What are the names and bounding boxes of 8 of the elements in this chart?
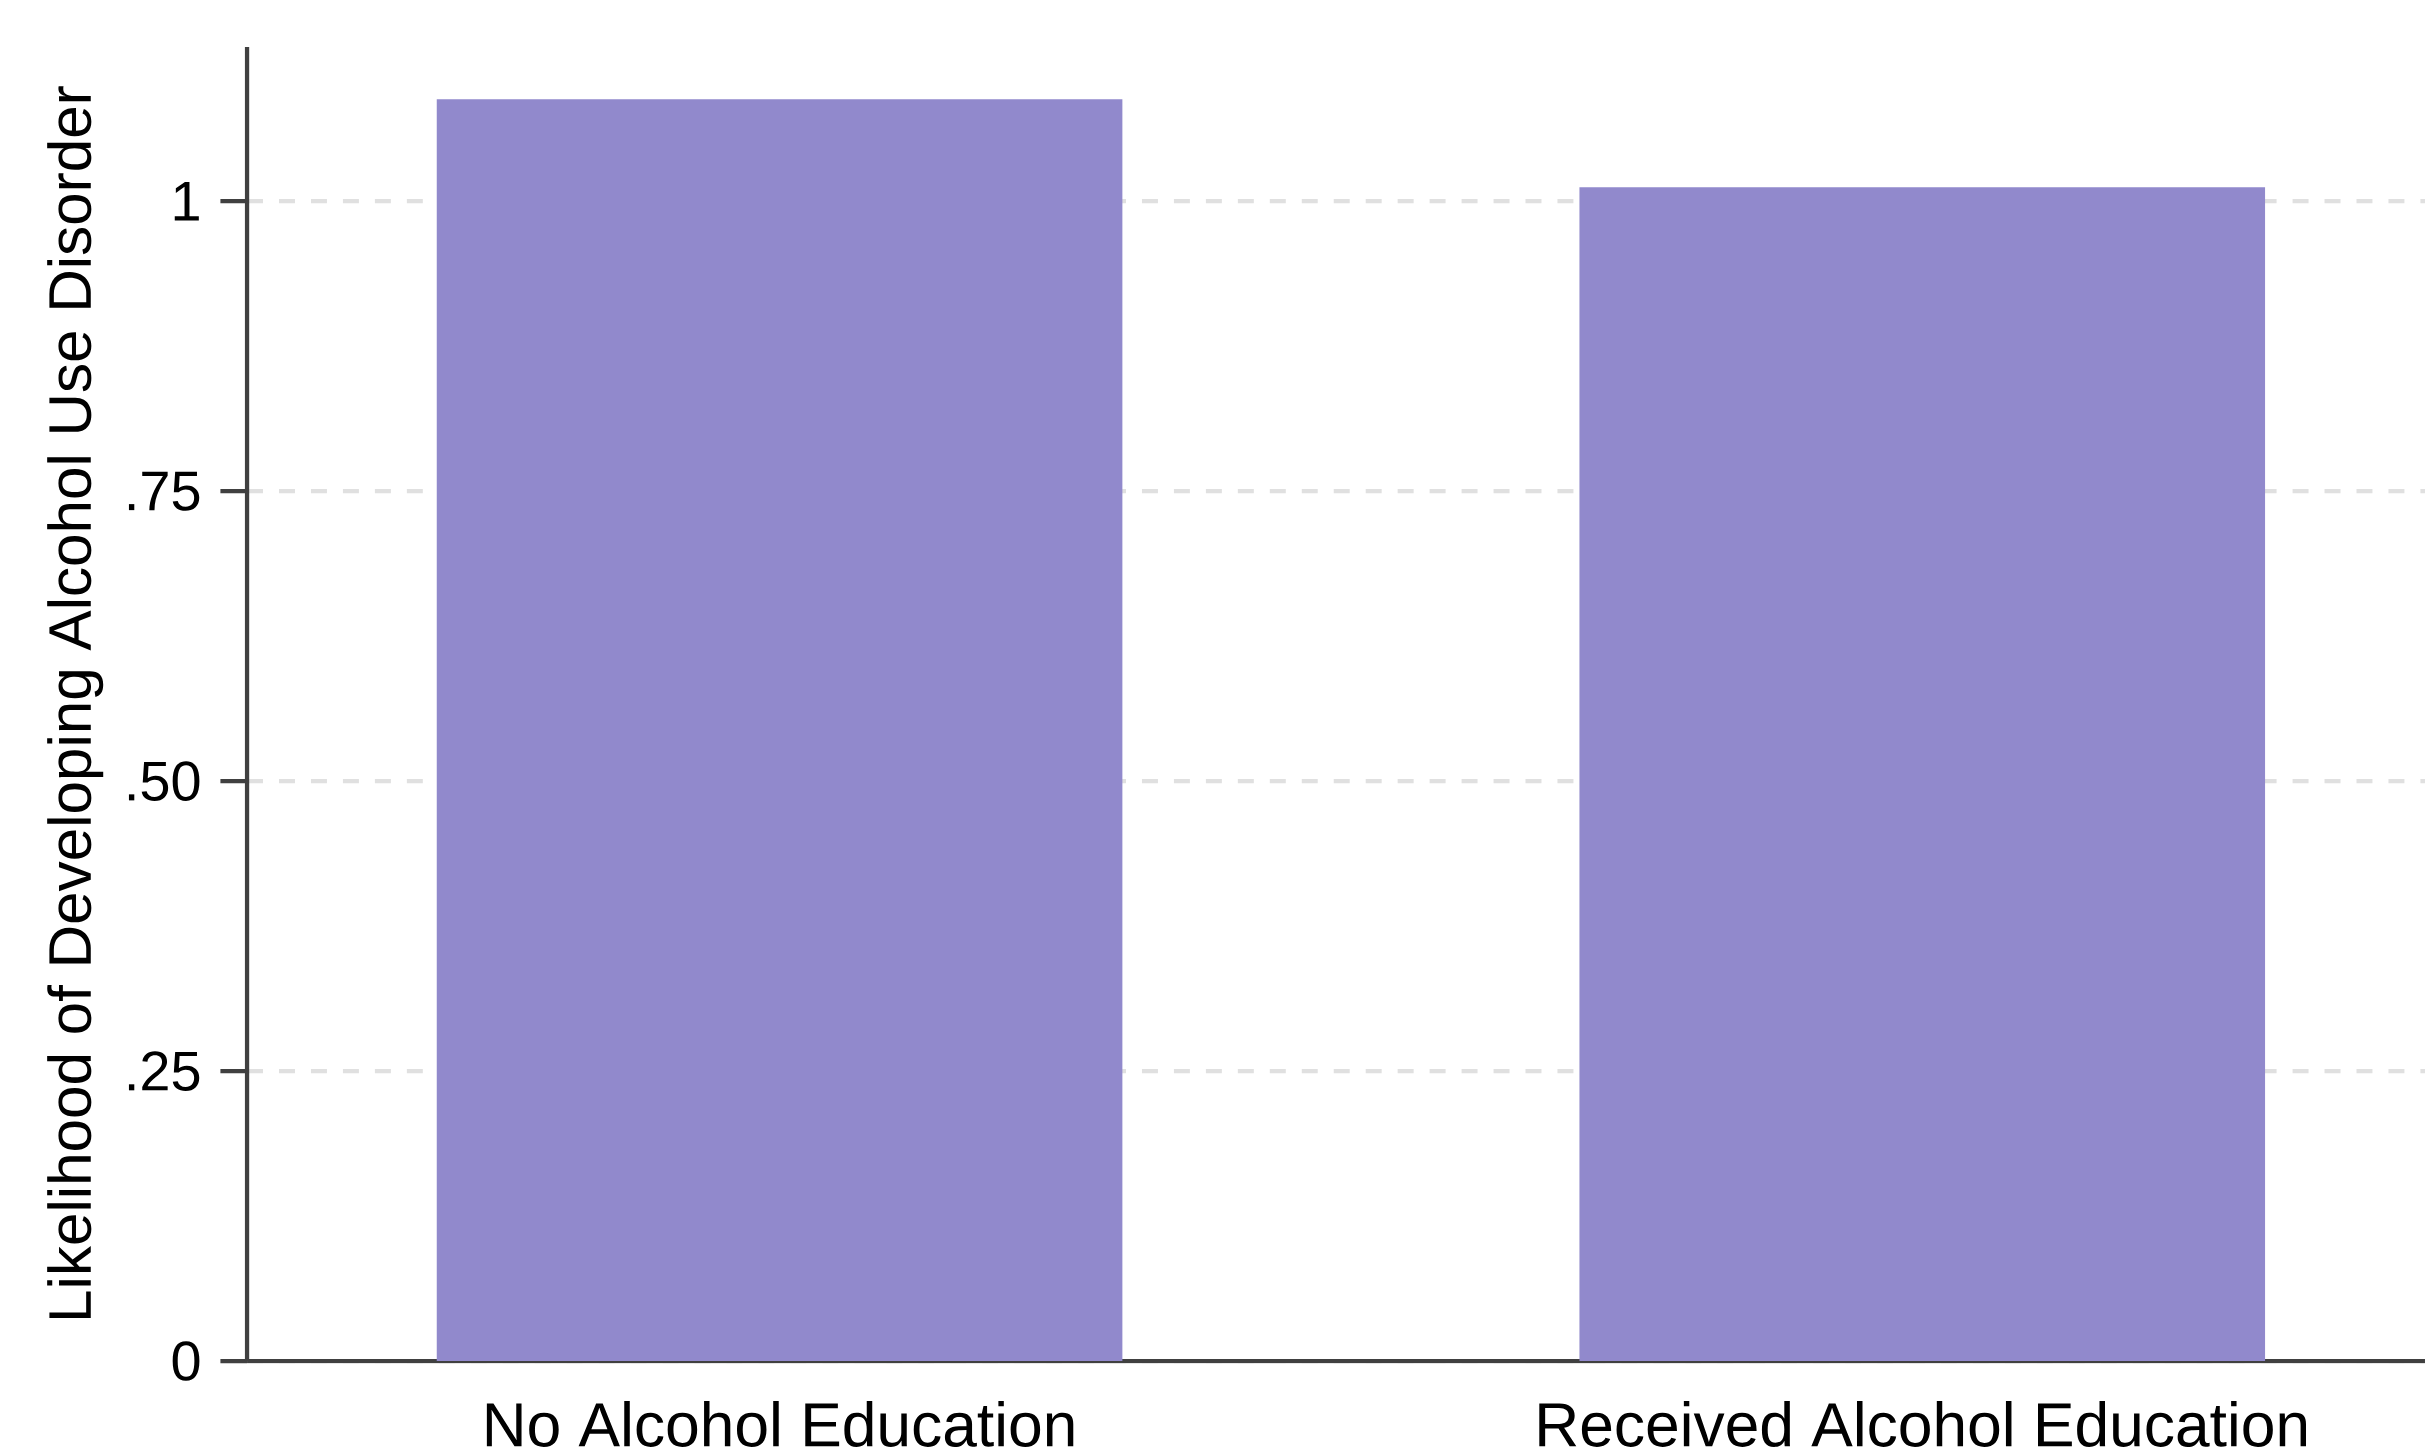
y-tick-label: 0	[172, 1341, 200, 1381]
x-tick-label: No Alcohol Education	[486, 1401, 1074, 1447]
y-tick-label: .25	[128, 1051, 200, 1091]
x-tick-label: Received Alcohol Education	[1539, 1401, 2307, 1447]
y-tick-label: 1	[174, 182, 199, 221]
y-tick-label: .50	[128, 761, 200, 801]
y-tick-label: .75	[128, 471, 200, 511]
y-axis-title: Likelihood of Developing Alcohol Use Disorder	[47, 86, 104, 1319]
